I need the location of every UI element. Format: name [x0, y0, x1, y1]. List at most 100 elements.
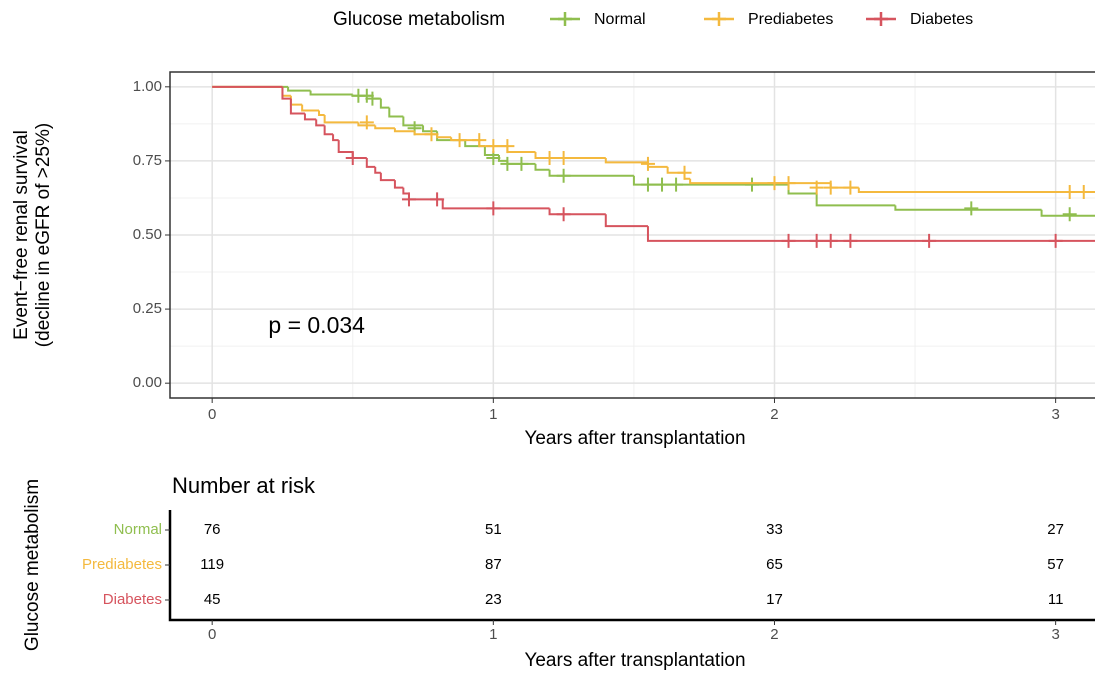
legend-swatch — [558, 12, 572, 26]
risk-count: 45 — [204, 591, 221, 608]
x-axis-title: Years after transplantation — [524, 650, 745, 671]
censor-mark — [767, 176, 782, 191]
censor-mark — [359, 115, 374, 130]
table-axis — [168, 510, 1095, 622]
legend-swatch — [874, 12, 888, 26]
censor-mark — [556, 150, 571, 165]
censor-mark — [809, 180, 824, 195]
risk-count: 87 — [485, 556, 502, 573]
row-label: Diabetes — [103, 591, 162, 608]
x-tick-label: 0 — [208, 406, 216, 423]
plot-panel — [170, 72, 1095, 398]
survival-step — [436, 134, 452, 139]
survival-step — [289, 98, 305, 115]
censor-mark — [486, 201, 501, 216]
x-tick-label: 3 — [1051, 406, 1059, 423]
survival-step — [646, 226, 1095, 242]
y-tick-label: 0.50 — [133, 226, 162, 243]
survival-step — [289, 95, 303, 106]
censor-mark — [677, 165, 692, 180]
censor-mark — [781, 176, 796, 191]
survival-step — [323, 114, 359, 124]
legend-title: Glucose metabolism — [333, 9, 505, 30]
risk-count: 23 — [485, 591, 502, 608]
censor-mark — [542, 150, 557, 165]
survival-step — [388, 107, 404, 118]
survival-step — [379, 172, 395, 182]
risk-count: 65 — [766, 556, 783, 573]
censor-mark — [669, 177, 684, 192]
risk-count: 57 — [1047, 556, 1064, 573]
survival-step — [379, 98, 390, 109]
censor-mark — [486, 139, 501, 154]
survival-step — [815, 193, 896, 207]
risk-count: 11 — [1048, 591, 1064, 608]
y-axis-title: (decline in eGFR of >25%) — [33, 123, 54, 347]
survival-step — [402, 116, 424, 127]
censor-mark — [424, 127, 439, 142]
x-tick-label: 1 — [489, 406, 497, 423]
y-axis-title: Event−free renal survival — [11, 130, 32, 340]
censor-mark — [922, 233, 937, 248]
row-label: Prediabetes — [82, 556, 162, 573]
survival-step — [632, 175, 789, 186]
censor-mark — [781, 233, 796, 248]
censor-mark — [365, 91, 380, 106]
row-label: Normal — [114, 521, 162, 538]
censor-mark — [514, 156, 529, 171]
survival-step — [309, 90, 353, 96]
risk-count: 27 — [1047, 521, 1064, 538]
censor-mark — [640, 156, 655, 171]
censor-mark — [964, 201, 979, 216]
censor-mark — [823, 180, 838, 195]
survival-step — [894, 205, 1042, 211]
survival-step — [787, 184, 817, 195]
censor-mark — [1076, 185, 1091, 200]
survival-step — [287, 86, 311, 92]
survival-step — [450, 137, 480, 142]
risk-count: 119 — [200, 556, 224, 573]
x-tick-label: 2 — [770, 626, 778, 643]
censor-mark — [556, 168, 571, 183]
risk-count: 76 — [204, 521, 221, 538]
survival-step — [281, 86, 291, 100]
survival-step — [337, 140, 353, 154]
survival-step — [318, 110, 325, 116]
panel-border — [169, 71, 1095, 399]
survival-step — [1040, 209, 1095, 217]
x-tick-label: 2 — [770, 406, 778, 423]
survival-step — [441, 199, 550, 210]
survival-step — [323, 125, 334, 136]
censor-mark — [655, 177, 670, 192]
censor-mark — [500, 156, 515, 171]
y-tick-label: 1.00 — [133, 78, 162, 95]
censor-mark — [500, 139, 515, 154]
censor-mark — [640, 177, 655, 192]
survival-step — [357, 122, 376, 127]
survival-step — [402, 187, 409, 195]
risk-count: 17 — [766, 591, 783, 608]
censor-mark — [430, 192, 445, 207]
censor-mark — [472, 133, 487, 148]
y-axis-title: Glucose metabolism — [22, 479, 43, 651]
survival-step — [548, 208, 606, 216]
survival-step — [393, 128, 415, 133]
legend-label: Diabetes — [910, 11, 973, 28]
survival-step — [689, 178, 831, 185]
survival-step — [422, 125, 438, 133]
survival-step — [303, 113, 317, 121]
censor-mark — [1062, 207, 1077, 222]
survival-step — [604, 157, 648, 164]
table-title: Number at risk — [172, 473, 316, 498]
survival-step — [374, 166, 381, 174]
survival-step — [534, 152, 606, 159]
censor-mark — [823, 233, 838, 248]
survival-step — [548, 169, 634, 177]
survival-step — [604, 214, 648, 228]
x-tick-label: 3 — [1051, 626, 1059, 643]
censor-mark — [1062, 185, 1077, 200]
x-tick-label: 0 — [208, 626, 216, 643]
survival-step — [374, 125, 395, 130]
legend-swatch — [712, 12, 726, 26]
